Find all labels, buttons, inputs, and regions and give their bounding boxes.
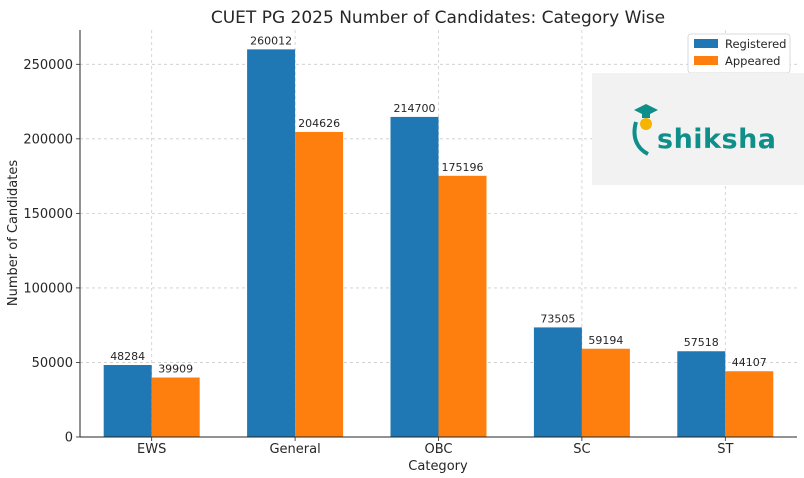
bar-value-label: 204626: [298, 117, 340, 130]
watermark-box: [592, 73, 804, 185]
legend-label: Appeared: [725, 54, 780, 68]
bar-value-label: 39909: [158, 363, 193, 376]
chart-title: CUET PG 2025 Number of Candidates: Categ…: [211, 8, 665, 28]
y-tick-label: 200000: [23, 132, 73, 147]
x-axis-label: Category: [408, 459, 468, 474]
x-tick-label: SC: [573, 442, 590, 457]
x-tick-label: OBC: [425, 442, 453, 457]
x-tick-label: ST: [717, 442, 733, 457]
bar-appeared-sc: [581, 348, 630, 437]
bar-value-label: 175196: [442, 161, 484, 174]
x-tick-label: General: [269, 442, 320, 457]
bar-appeared-ews: [151, 377, 200, 437]
bar-value-label: 57518: [684, 336, 719, 349]
y-tick-label: 50000: [32, 356, 73, 371]
bar-registered-sc: [533, 327, 582, 437]
bar-value-label: 73505: [540, 312, 575, 325]
bar-value-label: 59194: [588, 334, 623, 347]
legend-swatch: [694, 39, 718, 48]
bar-appeared-st: [725, 371, 774, 437]
legend: Registered Appeared: [687, 33, 791, 74]
legend-swatch: [694, 56, 718, 65]
y-tick-label: 0: [65, 431, 73, 446]
y-tick-label: 150000: [23, 207, 73, 222]
tick-labels: 0 50000 100000 150000 200000 250000 EWS General…: [23, 58, 733, 457]
bar-value-label: 48284: [110, 350, 145, 363]
bar-registered-ews: [103, 365, 152, 437]
y-tick-label: 100000: [23, 281, 73, 296]
bar-registered-st: [677, 351, 726, 437]
bar-registered-obc: [390, 116, 439, 438]
y-axis-label: Number of Candidates: [6, 160, 21, 306]
bar-registered-general: [247, 49, 296, 437]
bar-value-label: 44107: [732, 356, 767, 369]
bar-appeared-obc: [438, 175, 487, 437]
bar-labels: 48284 39909 260012 204626 214700 175196 73505 5…: [110, 34, 767, 375]
graduate-cap-logo-icon: [632, 104, 658, 156]
x-tick-label: EWS: [137, 442, 166, 457]
bar-value-label: 214700: [394, 102, 436, 115]
watermark-text: shiksha: [657, 124, 777, 155]
y-tick-label: 250000: [23, 58, 73, 73]
bar-value-label: 260012: [250, 34, 292, 47]
legend-label: Registered: [725, 37, 786, 51]
bar-appeared-general: [295, 131, 344, 437]
bars: [103, 49, 774, 438]
